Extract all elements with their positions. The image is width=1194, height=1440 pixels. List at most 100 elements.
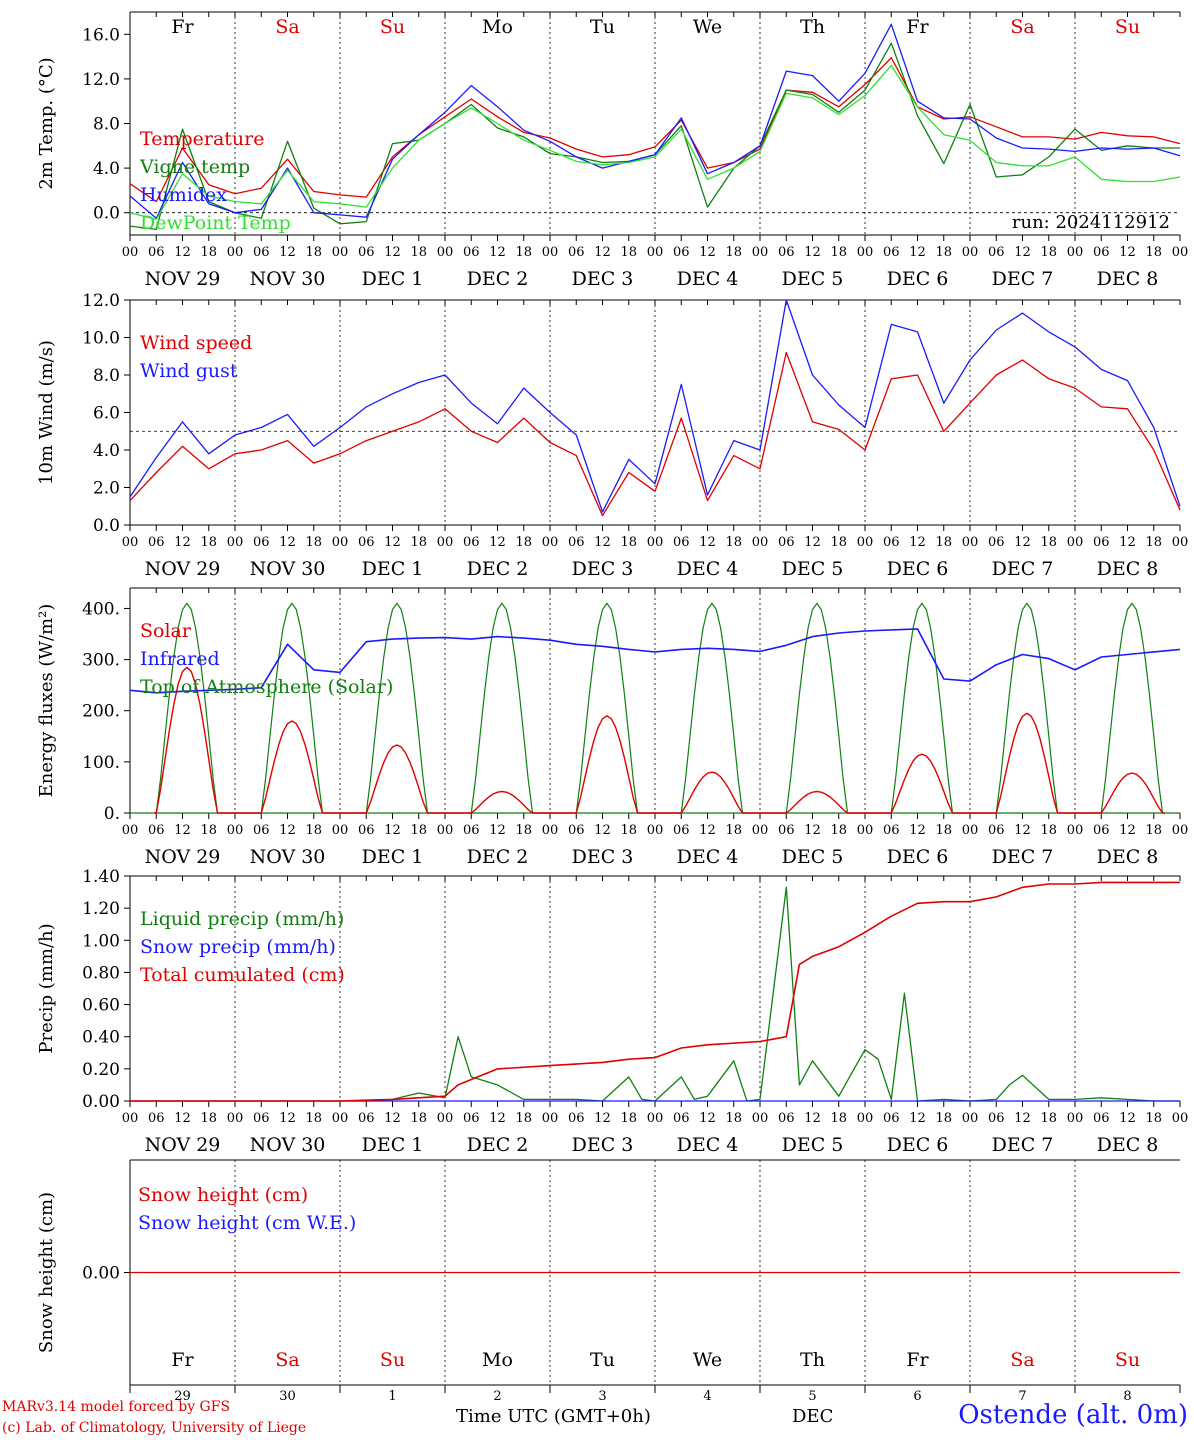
y-tick-label: 0.00 (82, 1092, 120, 1112)
hour-tick-label: 06 (778, 245, 795, 260)
hour-tick-label: 06 (358, 245, 375, 260)
hour-tick-label: 06 (778, 1111, 795, 1126)
day-label: NOV 30 (250, 1134, 326, 1156)
hour-tick-label: 12 (1014, 535, 1031, 550)
weekday-label: Fr (906, 16, 929, 38)
weekday-label: Fr (906, 1349, 929, 1371)
hour-tick-label: 18 (515, 535, 532, 550)
hour-tick-label: 18 (515, 823, 532, 838)
weekday-label: Su (1115, 16, 1140, 38)
hour-tick-label: 12 (804, 1111, 821, 1126)
hour-tick-label: 12 (1119, 823, 1136, 838)
y-tick-label: 0.60 (82, 996, 120, 1016)
legend-entry: Top of Atmosphere (Solar) (140, 676, 393, 698)
y-tick-label: 0.0 (93, 204, 120, 224)
y-tick-label: 12.0 (82, 70, 120, 90)
time-axis-label: Time UTC (GMT+0h) (456, 1406, 651, 1427)
hour-tick-label: 18 (1040, 1111, 1057, 1126)
hour-tick-label: 06 (463, 823, 480, 838)
hour-tick-label: 18 (830, 535, 847, 550)
hour-tick-label: 12 (279, 1111, 296, 1126)
hour-tick-label: 12 (174, 535, 191, 550)
day-label: DEC 8 (1097, 846, 1159, 868)
hour-tick-label: 18 (410, 1111, 427, 1126)
hour-tick-label: 18 (935, 1111, 952, 1126)
run-label: run: 2024112912 (1012, 212, 1170, 233)
hour-tick-label: 00 (647, 823, 664, 838)
legend-entry: Snow height (cm) (138, 1184, 308, 1206)
hour-tick-label: 00 (1172, 245, 1189, 260)
day-label: DEC 7 (992, 268, 1054, 290)
series-line-4 (129, 64, 1181, 221)
hour-tick-label: 00 (1067, 823, 1084, 838)
day-label: DEC 1 (362, 1134, 424, 1156)
hour-tick-label: 06 (1093, 1111, 1110, 1126)
hour-tick-label: 06 (673, 535, 690, 550)
weekday-label: Su (1115, 1349, 1140, 1371)
series-line-solar (154, 666, 1165, 814)
series-line-toa (154, 602, 1165, 814)
hour-tick-label: 00 (1067, 1111, 1084, 1126)
hour-tick-label: 00 (752, 823, 769, 838)
day-label: DEC 5 (782, 268, 844, 290)
hour-tick-label: 18 (1145, 245, 1162, 260)
hour-tick-label: 18 (1040, 245, 1057, 260)
hour-tick-label: 12 (804, 823, 821, 838)
hour-tick-label: 06 (988, 535, 1005, 550)
hour-tick-label: 12 (909, 245, 926, 260)
day-label: DEC 5 (782, 1134, 844, 1156)
hour-tick-label: 00 (332, 823, 349, 838)
legend-entry: Infrared (140, 648, 220, 670)
y-tick-label: 0.0 (93, 516, 120, 536)
hour-tick-label: 18 (830, 245, 847, 260)
hour-tick-label: 18 (725, 535, 742, 550)
hour-tick-label: 18 (410, 535, 427, 550)
day-label: DEC 5 (782, 846, 844, 868)
legend-entry: Temperature (140, 128, 264, 150)
day-label: NOV 29 (145, 1134, 221, 1156)
hour-tick-label: 18 (200, 245, 217, 260)
hour-tick-label: 06 (883, 245, 900, 260)
hour-tick-label: 00 (122, 245, 139, 260)
hour-tick-label: 12 (1014, 245, 1031, 260)
day-number: 8 (1123, 1389, 1131, 1404)
day-label: DEC 2 (467, 1134, 529, 1156)
hour-tick-label: 12 (489, 823, 506, 838)
day-label: DEC 4 (677, 1134, 739, 1156)
hour-tick-label: 12 (174, 823, 191, 838)
hour-tick-label: 18 (830, 823, 847, 838)
hour-tick-label: 12 (1119, 245, 1136, 260)
hour-tick-label: 00 (542, 823, 559, 838)
hour-tick-label: 12 (1119, 1111, 1136, 1126)
day-label: DEC 1 (362, 268, 424, 290)
series-line-1 (129, 351, 1181, 517)
hour-tick-label: 00 (542, 535, 559, 550)
hour-tick-label: 12 (1119, 535, 1136, 550)
day-label: DEC 5 (782, 558, 844, 580)
hour-tick-label: 12 (909, 1111, 926, 1126)
hour-tick-label: 06 (253, 1111, 270, 1126)
hour-tick-label: 18 (620, 1111, 637, 1126)
y-tick-label: 16.0 (82, 25, 120, 45)
weekday-label: Fr (171, 1349, 194, 1371)
y-axis-title: Precip (mm/h) (36, 923, 57, 1053)
hour-tick-label: 00 (332, 535, 349, 550)
hour-tick-label: 12 (699, 1111, 716, 1126)
day-number: 5 (808, 1389, 816, 1404)
day-label: DEC 7 (992, 846, 1054, 868)
hour-tick-label: 12 (909, 535, 926, 550)
hour-tick-label: 06 (463, 1111, 480, 1126)
hour-tick-label: 18 (725, 823, 742, 838)
day-label: DEC 7 (992, 558, 1054, 580)
y-tick-label: 0.40 (82, 1028, 120, 1048)
day-label: DEC 3 (572, 1134, 634, 1156)
hour-tick-label: 06 (568, 1111, 585, 1126)
panel-3: 00 06 12 18 00 06 12 18 00 06 12 18 00 06 12 18 00 06 12 18… (36, 587, 1188, 868)
hour-tick-label: 18 (1145, 1111, 1162, 1126)
y-tick-label: 0. (104, 804, 120, 824)
hour-tick-label: 12 (804, 245, 821, 260)
y-tick-label: 0.00 (82, 1264, 120, 1284)
hour-tick-label: 12 (1014, 823, 1031, 838)
hour-tick-label: 12 (489, 245, 506, 260)
